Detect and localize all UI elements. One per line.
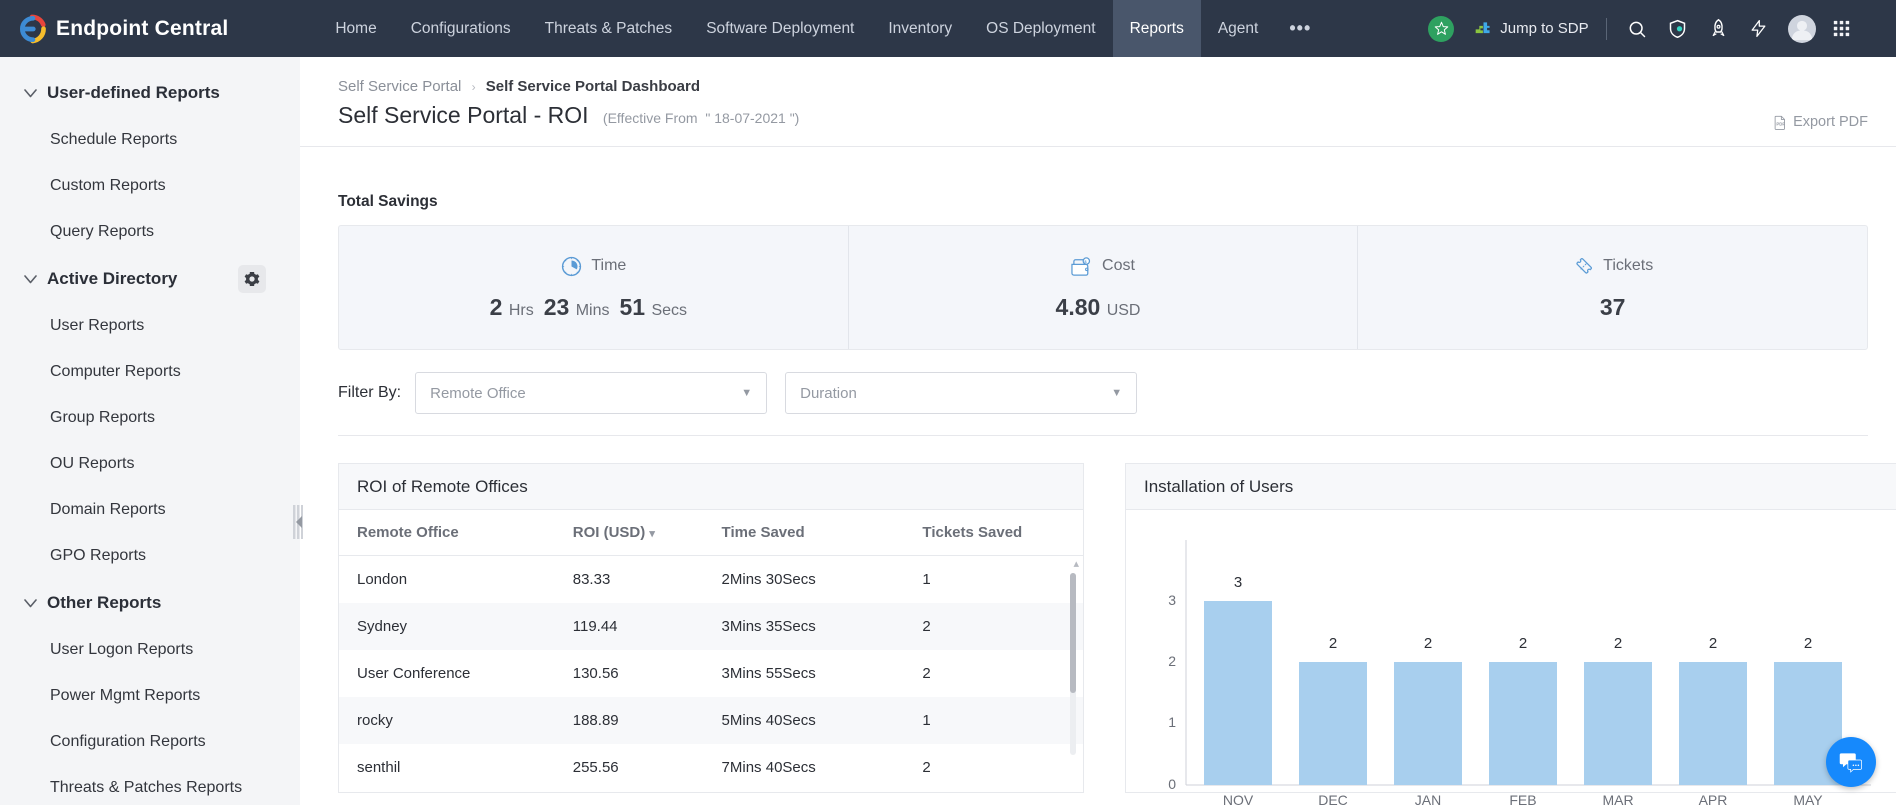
svg-text:1: 1 [1168, 714, 1176, 730]
svg-text:2: 2 [1168, 653, 1176, 669]
svg-text:3: 3 [1234, 574, 1242, 591]
svg-text:JAN: JAN [1415, 792, 1441, 805]
svg-text:MAR: MAR [1602, 792, 1633, 805]
svg-text:APR: APR [1699, 792, 1728, 805]
svg-text:NOV: NOV [1223, 792, 1254, 805]
svg-text:3: 3 [1168, 592, 1176, 608]
svg-text:2: 2 [1709, 635, 1717, 652]
svg-text:2: 2 [1804, 635, 1812, 652]
svg-text:2: 2 [1329, 635, 1337, 652]
svg-text:DEC: DEC [1318, 792, 1348, 805]
svg-text:MAY: MAY [1793, 792, 1823, 805]
svg-text:FEB: FEB [1509, 792, 1536, 805]
svg-text:2: 2 [1424, 635, 1432, 652]
svg-text:2: 2 [1519, 635, 1527, 652]
svg-text:PDF: PDF [1776, 121, 1785, 126]
svg-text:0: 0 [1168, 776, 1176, 792]
svg-text:2: 2 [1614, 635, 1622, 652]
